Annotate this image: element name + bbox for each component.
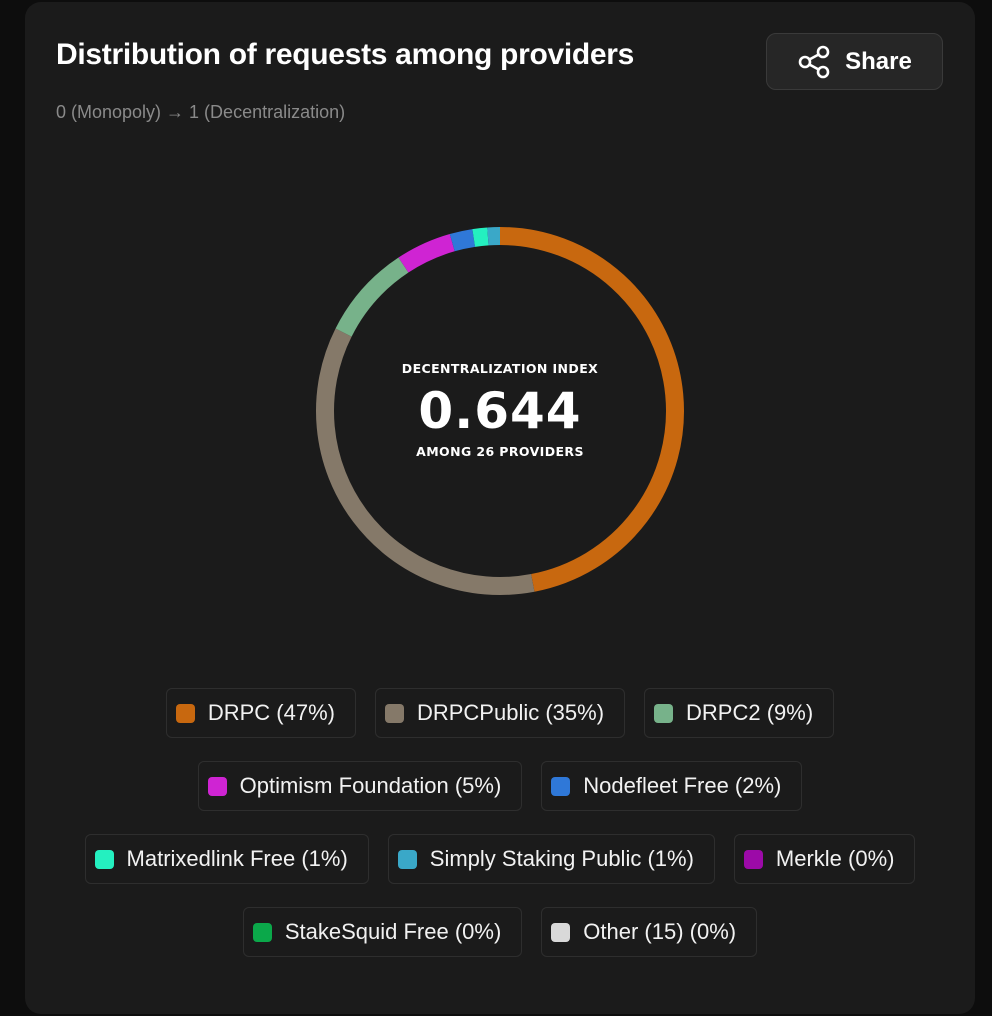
donut-slice-optimism-foundation[interactable] <box>398 233 455 273</box>
legend-row: DRPC (47%) DRPCPublic (35%) DRPC2 (9%) <box>25 688 975 740</box>
legend-item-matrixedlink-free[interactable]: Matrixedlink Free (1%) <box>84 834 369 884</box>
legend-swatch <box>252 922 272 942</box>
legend-swatch <box>175 703 195 723</box>
legend-label: Merkle (0%) <box>775 846 895 871</box>
donut-slice-matrixedlink-free[interactable] <box>472 227 489 247</box>
donut-chart: DECENTRALIZATION INDEX 0.644 AMONG 26 PR… <box>316 227 684 595</box>
legend-item-other-15[interactable]: Other (15) (0%) <box>541 907 758 957</box>
donut-slice-nodefleet-free[interactable] <box>449 229 476 252</box>
legend-swatch <box>384 703 404 723</box>
chart-subtitle: 0 (Monopoly) → 1 (Decentralization) <box>56 102 346 122</box>
legend-item-merkle[interactable]: Merkle (0%) <box>733 834 916 884</box>
legend-item-optimism-foundation[interactable]: Optimism Foundation (5%) <box>197 761 523 811</box>
legend-row: Optimism Foundation (5%) Nodefleet Free (… <box>25 761 975 813</box>
share-icon <box>797 45 831 79</box>
legend-swatch <box>94 849 114 869</box>
donut-slice-drpc2[interactable] <box>335 257 409 337</box>
legend-item-drpc2[interactable]: DRPC2 (9%) <box>644 688 835 738</box>
legend-item-stakesquid-free[interactable]: StakeSquid Free (0%) <box>242 907 523 957</box>
legend-label: Matrixedlink Free (1%) <box>126 846 348 871</box>
donut-slices <box>316 227 684 595</box>
legend-swatch <box>551 922 571 942</box>
legend-item-drpc[interactable]: DRPC (47%) <box>165 688 356 738</box>
legend-swatch <box>551 776 571 796</box>
legend-swatch <box>654 703 674 723</box>
legend-row: Matrixedlink Free (1%) Simply Staking Pub… <box>25 834 975 886</box>
legend-label: DRPC2 (9%) <box>686 700 814 725</box>
center-caption-top: DECENTRALIZATION INDEX <box>402 361 598 376</box>
legend: DRPC (47%) DRPCPublic (35%) DRPC2 (9%) Opti… <box>25 688 975 980</box>
center-index-value: 0.644 <box>418 382 581 440</box>
share-label: Share <box>845 47 912 75</box>
legend-label: Other (15) (0%) <box>583 919 737 944</box>
center-caption-bottom: AMONG 26 PROVIDERS <box>416 444 584 459</box>
legend-label: Nodefleet Free (2%) <box>583 773 782 798</box>
legend-item-nodefleet-free[interactable]: Nodefleet Free (2%) <box>541 761 803 811</box>
legend-swatch <box>743 849 763 869</box>
share-button[interactable]: Share <box>766 33 943 90</box>
chart-title: Distribution of requests among providers <box>56 38 635 71</box>
legend-label: StakeSquid Free (0%) <box>284 919 502 944</box>
legend-row: StakeSquid Free (0%) Other (15) (0%) <box>25 907 975 959</box>
legend-label: Simply Staking Public (1%) <box>429 846 694 871</box>
legend-item-simply-staking-public[interactable]: Simply Staking Public (1%) <box>387 834 715 884</box>
legend-label: DRPC (47%) <box>207 700 335 725</box>
legend-item-drpcpublic[interactable]: DRPCPublic (35%) <box>374 688 626 738</box>
legend-label: DRPCPublic (35%) <box>416 700 605 725</box>
legend-swatch <box>397 849 417 869</box>
legend-label: Optimism Foundation (5%) <box>239 773 502 798</box>
donut-slice-drpcpublic[interactable] <box>316 328 535 595</box>
donut-slice-drpc[interactable] <box>499 227 684 592</box>
chart-card: Distribution of requests among providers… <box>25 2 975 1014</box>
legend-swatch <box>207 776 227 796</box>
